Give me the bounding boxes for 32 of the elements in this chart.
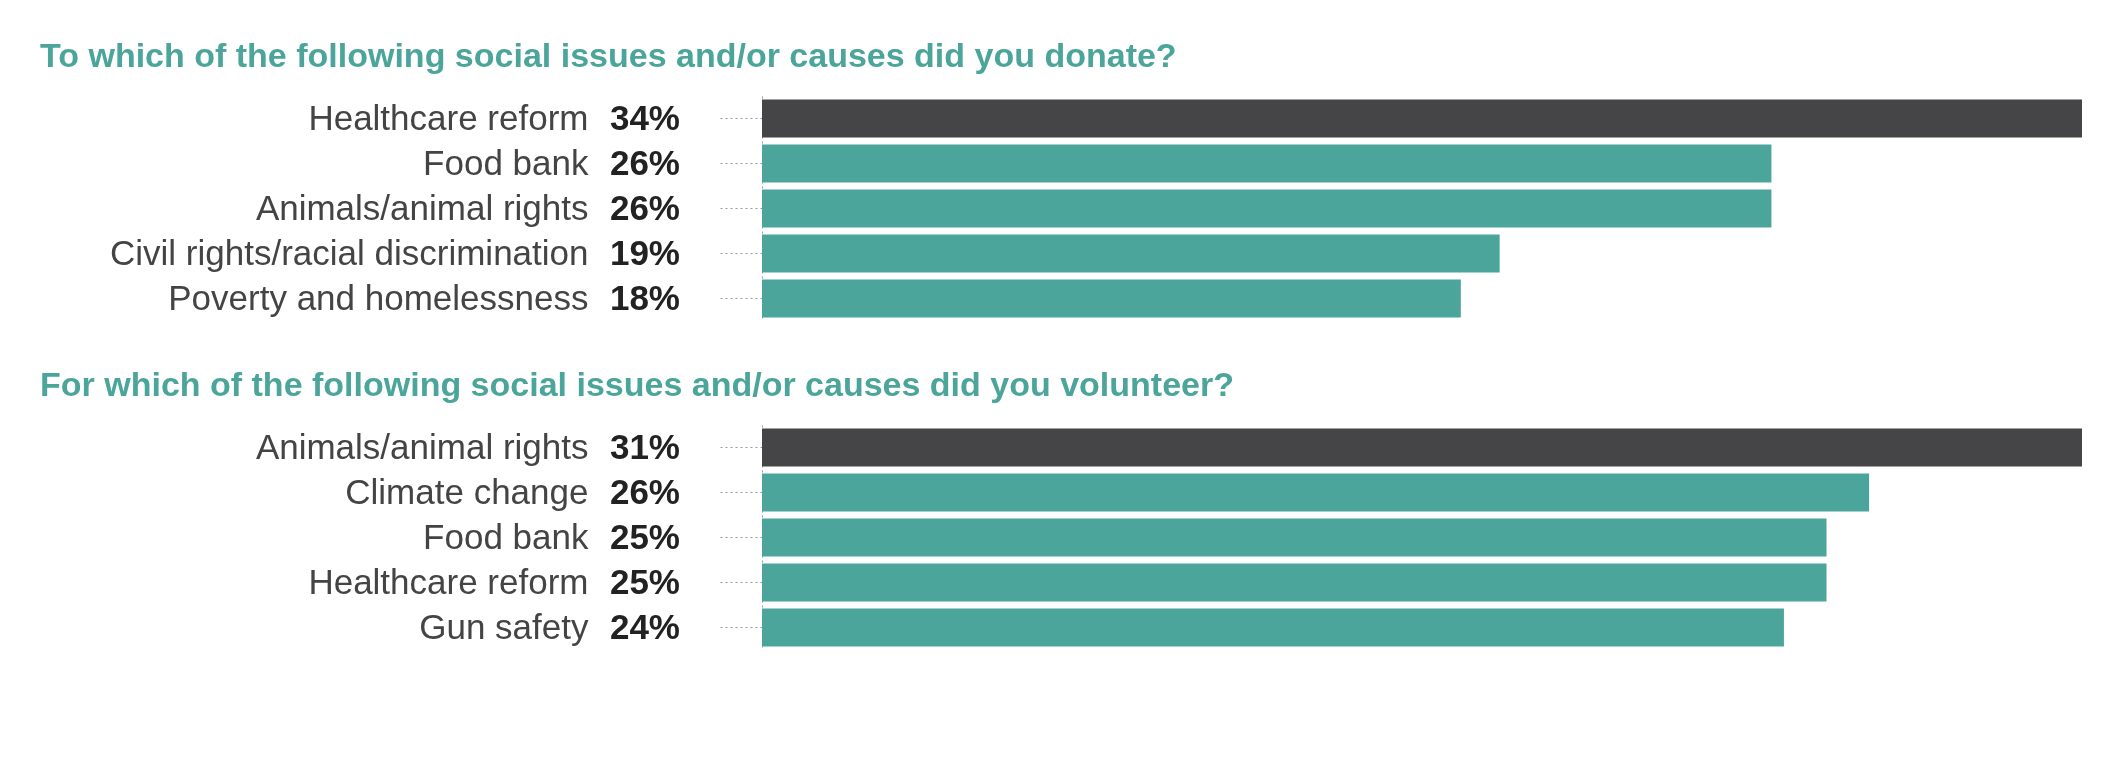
y-tick-label: Food bank (423, 142, 589, 182)
data-label: 25% (609, 516, 680, 556)
bar (762, 99, 2082, 138)
bar (762, 518, 1827, 557)
data-label: 26% (609, 471, 680, 511)
data-label: 24% (609, 606, 680, 646)
data-label: 26% (609, 142, 680, 182)
y-tick-label: Poverty and homelessness (168, 277, 589, 317)
y-tick-label: Healthcare reform (308, 97, 589, 137)
bar (762, 473, 1870, 512)
bar (762, 144, 1772, 183)
bar (762, 608, 1784, 647)
bar (762, 279, 1461, 318)
bar (762, 234, 1500, 273)
data-label: 18% (609, 277, 680, 317)
y-tick-label: Healthcare reform (308, 561, 589, 601)
y-tick-label: Climate change (345, 471, 589, 511)
y-tick-label: Animals/animal rights (255, 426, 589, 466)
y-tick-label: Animals/animal rights (255, 187, 589, 227)
bar (762, 563, 1827, 602)
data-label: 19% (609, 232, 680, 272)
data-label: 25% (609, 561, 680, 601)
y-tick-label: Food bank (423, 516, 589, 556)
data-label: 26% (609, 187, 680, 227)
bar (762, 428, 2082, 467)
y-tick-label: Civil rights/racial discrimination (110, 232, 589, 272)
bar (762, 189, 1772, 228)
chart-title: To which of the following social issues and/or causes did you donate? (40, 36, 1177, 74)
data-label: 31% (609, 426, 680, 466)
data-label: 34% (609, 97, 680, 137)
chart-title: For which of the following social issues and/or causes did you volunteer? (40, 365, 1234, 403)
y-tick-label: Gun safety (419, 606, 589, 646)
